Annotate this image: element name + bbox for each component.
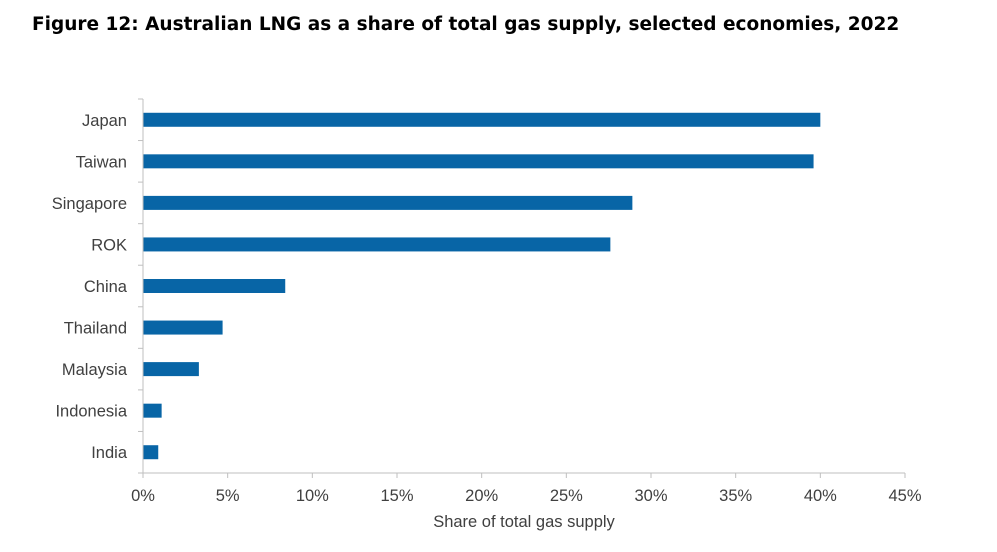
chart-title: Figure 12: Australian LNG as a share of … bbox=[32, 14, 900, 35]
x-tick-label-25-: 25% bbox=[550, 487, 583, 505]
axes-group bbox=[138, 98, 906, 478]
category-label-india: India bbox=[91, 444, 128, 462]
x-tick-label-20-: 20% bbox=[465, 487, 498, 505]
category-label-china: China bbox=[84, 278, 128, 296]
category-label-japan: Japan bbox=[82, 112, 127, 130]
bars-group bbox=[143, 112, 821, 460]
category-label-indonesia: Indonesia bbox=[55, 403, 127, 421]
bar-japan bbox=[143, 112, 821, 127]
x-tick-labels-group: 0% 5% 10% 15% 20% 25% 30% 35% 40% 45% bbox=[131, 487, 922, 505]
bar-indonesia bbox=[143, 403, 162, 418]
x-tick-label-15-: 15% bbox=[380, 487, 413, 505]
bar-rok bbox=[143, 237, 611, 252]
bar-china bbox=[143, 279, 286, 293]
category-labels-group: Japan Taiwan Singapore ROK China Thailand Mala… bbox=[52, 112, 128, 462]
bar-taiwan bbox=[143, 154, 814, 169]
x-tick-label-0-: 0% bbox=[131, 487, 155, 505]
x-tick-label-30-: 30% bbox=[634, 487, 667, 505]
x-axis-title: Share of total gas supply bbox=[433, 513, 615, 531]
bar-thailand bbox=[143, 320, 223, 335]
x-tick-label-45-: 45% bbox=[888, 487, 921, 505]
x-tick-label-35-: 35% bbox=[719, 487, 752, 505]
x-tick-label-40-: 40% bbox=[804, 487, 837, 505]
category-label-malaysia: Malaysia bbox=[62, 361, 128, 379]
category-label-singapore: Singapore bbox=[52, 195, 127, 213]
x-tick-label-10-: 10% bbox=[296, 487, 329, 505]
bar-malaysia bbox=[143, 362, 199, 377]
category-label-thailand: Thailand bbox=[64, 320, 127, 338]
category-label-rok: ROK bbox=[91, 236, 127, 254]
bar-singapore bbox=[143, 195, 633, 210]
x-tick-label-5-: 5% bbox=[216, 487, 240, 505]
category-label-taiwan: Taiwan bbox=[76, 153, 127, 171]
bar-india bbox=[143, 445, 159, 460]
